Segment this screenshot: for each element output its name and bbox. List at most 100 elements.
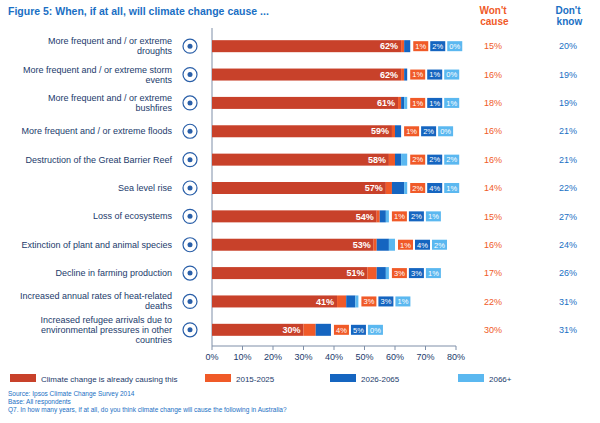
column-value: 30% xyxy=(484,325,502,335)
category-label: More frequent and / or extremebushfires xyxy=(48,93,173,113)
bar-segment xyxy=(401,154,407,166)
bar-segment xyxy=(404,40,410,52)
bar-segment xyxy=(212,40,401,52)
column-value: 22% xyxy=(559,183,577,193)
icon-ring xyxy=(183,124,197,138)
bar-segment xyxy=(212,239,374,251)
column-header-line: know xyxy=(554,16,583,27)
data-label: 30% xyxy=(282,325,300,335)
bar-segment xyxy=(337,295,346,307)
data-label-bg xyxy=(444,155,459,165)
data-label: 2% xyxy=(412,184,423,193)
data-label: 1% xyxy=(406,127,417,136)
column-value: 27% xyxy=(559,212,577,222)
x-tick-label: 30% xyxy=(294,352,312,362)
x-tick-label: 0% xyxy=(205,352,218,362)
category-label: Loss of ecosystems xyxy=(93,211,173,221)
bar-segment xyxy=(389,239,395,251)
bar-segment xyxy=(374,239,377,251)
data-label: 1% xyxy=(397,297,408,306)
bar-segment xyxy=(380,210,386,222)
bar-segment xyxy=(212,267,368,279)
data-label-bg xyxy=(368,325,383,335)
data-label: 0% xyxy=(446,70,457,79)
bar-segment xyxy=(212,182,386,194)
icon-ring xyxy=(183,266,197,280)
data-label: 61% xyxy=(377,98,395,108)
legend-item: 2015-2025 xyxy=(205,374,275,384)
bar-segment xyxy=(368,267,377,279)
bar-segment xyxy=(212,69,401,81)
category-label: Decline in farming production xyxy=(55,268,172,278)
data-label-bg xyxy=(410,70,425,80)
icon-ring xyxy=(183,39,197,53)
bar-segment xyxy=(212,324,304,336)
bar-segment xyxy=(395,154,401,166)
column-header-line: Don't xyxy=(555,5,581,16)
icon xyxy=(183,96,197,110)
data-label: 3% xyxy=(380,297,391,306)
category-label-line: droughts xyxy=(137,46,173,56)
category-label: Extinction of plant and animal species xyxy=(21,240,172,250)
column-value: 31% xyxy=(559,297,577,307)
bar-segment xyxy=(392,125,395,137)
data-label: 2% xyxy=(429,155,440,164)
icon xyxy=(183,266,197,280)
legend-label: 2026-2065 xyxy=(361,375,400,384)
bar-segment xyxy=(377,267,386,279)
x-tick xyxy=(456,346,457,350)
column-value: 16% xyxy=(484,70,502,80)
data-label: 54% xyxy=(356,212,374,222)
column-value: 19% xyxy=(559,70,577,80)
bar-segment xyxy=(401,69,404,81)
column-value: 15% xyxy=(484,212,502,222)
data-label: 1% xyxy=(412,70,423,79)
category-label-line: More frequent and / or extreme xyxy=(48,36,172,46)
icon-dot xyxy=(188,100,193,105)
bar-segment xyxy=(389,154,395,166)
bar-segment xyxy=(401,97,404,109)
bar-segment xyxy=(377,239,389,251)
data-label: 2% xyxy=(446,155,457,164)
bar-segment xyxy=(386,210,389,222)
bar-segment xyxy=(330,324,331,336)
data-label-bg xyxy=(334,325,349,335)
x-tick-label: 40% xyxy=(325,352,343,362)
x-tick xyxy=(425,346,426,350)
legend-item: 2026-2065 xyxy=(330,374,400,384)
data-label: 2% xyxy=(434,241,445,250)
icon-ring xyxy=(183,68,197,82)
data-label-bg xyxy=(426,211,441,221)
column-value: 21% xyxy=(559,126,577,136)
icon xyxy=(183,39,197,53)
icon-dot xyxy=(188,72,193,77)
bar-segment xyxy=(377,210,380,222)
data-label-bg xyxy=(361,296,376,306)
category-label-line: events xyxy=(145,75,172,85)
bar-segment xyxy=(407,69,408,81)
data-label: 62% xyxy=(380,70,398,80)
legend-label: Climate change is already causing this xyxy=(41,375,178,384)
category-label-line: bushfires xyxy=(135,103,172,113)
icon xyxy=(183,68,197,82)
title: Figure 5: When, if at all, will climate … xyxy=(8,5,269,17)
bar-segment xyxy=(401,125,402,137)
data-label: 41% xyxy=(316,297,334,307)
data-label-bg xyxy=(410,183,425,193)
data-label-bg xyxy=(427,155,442,165)
column-value: 22% xyxy=(484,297,502,307)
legend-item: Climate change is already causing this xyxy=(10,374,178,384)
icon-dot xyxy=(188,214,193,219)
data-label-bg xyxy=(392,268,407,278)
bar-segment xyxy=(404,69,407,81)
x-tick-label: 80% xyxy=(447,352,465,362)
icon-dot xyxy=(188,186,193,191)
data-label: 1% xyxy=(400,241,411,250)
bar-segment xyxy=(346,295,355,307)
chart: Figure 5: When, if at all, will climate … xyxy=(0,0,600,423)
column-value: 19% xyxy=(559,98,577,108)
data-label: 53% xyxy=(353,240,371,250)
data-label: 3% xyxy=(363,297,374,306)
bar-segment xyxy=(386,267,389,279)
icon-ring xyxy=(183,238,197,252)
